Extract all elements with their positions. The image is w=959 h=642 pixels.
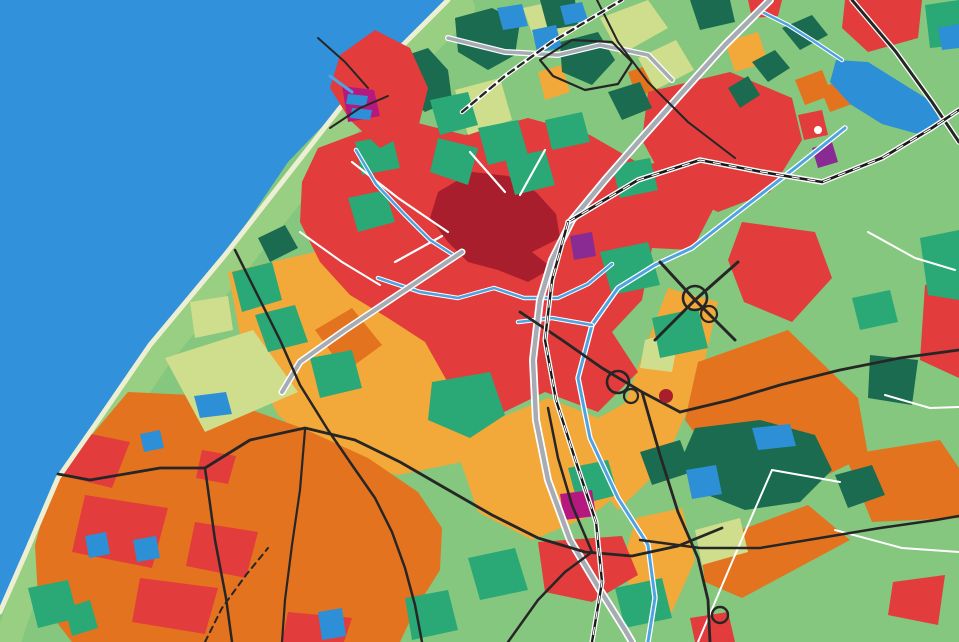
park-20 bbox=[852, 290, 898, 330]
canal-northwest bbox=[354, 148, 457, 258]
zone-greenhouses-westland bbox=[35, 392, 442, 642]
interchange-east-loop-1 bbox=[681, 284, 709, 312]
park-15 bbox=[615, 578, 672, 628]
harbor-basin-1 bbox=[346, 94, 368, 106]
canal-branch bbox=[516, 316, 594, 327]
park-6 bbox=[232, 262, 282, 312]
field-boundary-3 bbox=[834, 529, 959, 553]
forest-north-3 bbox=[608, 82, 652, 120]
pale-fields-north-4 bbox=[638, 40, 694, 90]
park-14 bbox=[468, 548, 528, 600]
harbor-basin-2 bbox=[350, 108, 372, 120]
pond-westland-2 bbox=[133, 536, 160, 562]
boundary-dashed-south bbox=[204, 547, 269, 642]
zone-amber-top bbox=[538, 65, 570, 100]
pond-westland-3 bbox=[140, 430, 164, 452]
interchange-loop-1 bbox=[605, 369, 631, 395]
zone-orange-far-east bbox=[845, 440, 959, 522]
lake bbox=[830, 60, 942, 134]
street-1 bbox=[350, 160, 450, 234]
road-westland-south bbox=[203, 466, 234, 642]
park-scheveningse-bosjes bbox=[430, 138, 478, 185]
railway-leiden-ties bbox=[567, 109, 959, 223]
urban-voorburg bbox=[642, 72, 802, 212]
road-scheveningen-2 bbox=[329, 95, 389, 129]
north-sea bbox=[0, 0, 448, 612]
park-11 bbox=[652, 308, 708, 358]
forest-east bbox=[868, 355, 918, 405]
railway-south-ties bbox=[544, 221, 603, 642]
park-zuiderpark bbox=[428, 372, 505, 438]
beach bbox=[0, 0, 451, 615]
road-east bbox=[678, 348, 959, 414]
road-south bbox=[640, 390, 712, 642]
urban-east bbox=[728, 222, 832, 322]
road-westland-vertical bbox=[280, 428, 307, 642]
zone-orange-strip-west bbox=[315, 308, 382, 372]
highway-utrechtsebaan bbox=[530, 0, 773, 642]
forest-northeast-2 bbox=[752, 50, 790, 82]
forest-dunes-3 bbox=[258, 225, 298, 262]
park-4 bbox=[505, 150, 555, 195]
pond-topright bbox=[938, 24, 959, 50]
road-dunes bbox=[446, 36, 674, 82]
park-2 bbox=[478, 120, 528, 165]
zone-orange-lakeside-1 bbox=[795, 70, 832, 105]
urban-westland-3 bbox=[132, 578, 218, 634]
road-scheveningen-1 bbox=[317, 37, 369, 89]
field-boundary-4 bbox=[867, 231, 956, 271]
roundabout bbox=[710, 605, 730, 625]
interchange-cross-2 bbox=[658, 260, 737, 342]
park-8 bbox=[310, 350, 362, 398]
park-22 bbox=[545, 112, 590, 150]
canal-lake-north bbox=[760, 10, 844, 62]
district-purple-center bbox=[570, 232, 596, 260]
road-north-diagonal bbox=[596, 0, 736, 159]
landmark-dot bbox=[659, 389, 673, 403]
interchange-east-loop-2 bbox=[699, 304, 719, 324]
street-4 bbox=[518, 148, 547, 197]
pond-forest-2 bbox=[686, 465, 722, 499]
canal-harbor-mouth bbox=[328, 74, 354, 94]
street-3 bbox=[468, 150, 507, 194]
forest-southeast-3 bbox=[835, 465, 885, 508]
forest-northeast-1 bbox=[728, 76, 760, 108]
pond-forest-1 bbox=[752, 424, 796, 450]
park-10 bbox=[600, 242, 660, 295]
urban-bottom-right bbox=[888, 575, 945, 625]
junction-dot bbox=[814, 126, 822, 134]
forest-top bbox=[690, 0, 735, 30]
road-delft-2 bbox=[546, 406, 594, 554]
park-17 bbox=[28, 580, 78, 628]
field-boundary-2 bbox=[771, 469, 841, 483]
zone-orange-southeast bbox=[700, 505, 850, 598]
park-westbroek bbox=[430, 92, 478, 135]
road-southeast bbox=[638, 514, 959, 550]
urban-westland-4 bbox=[186, 522, 258, 578]
pond-west bbox=[194, 392, 232, 418]
road-westland-main bbox=[56, 426, 724, 558]
road-delft-1 bbox=[506, 550, 594, 642]
pond-westland-1 bbox=[85, 532, 110, 558]
pond-south bbox=[318, 608, 346, 640]
pond-north-3 bbox=[560, 2, 588, 25]
forest-northeast-3 bbox=[782, 15, 828, 50]
forest-southeast-2 bbox=[640, 440, 692, 485]
park-21 bbox=[65, 600, 98, 636]
pond-north-1 bbox=[497, 4, 528, 30]
canal-city-ring bbox=[376, 262, 614, 300]
field-boundary-6 bbox=[884, 394, 959, 409]
park-23 bbox=[348, 190, 395, 232]
railway-dunes-dashed bbox=[460, 0, 624, 114]
field-boundary-1 bbox=[697, 469, 773, 642]
road-coast-inland bbox=[233, 248, 424, 642]
road-north-loop bbox=[538, 38, 634, 92]
pond-north-2 bbox=[532, 25, 562, 52]
pale-fields-dunes-2 bbox=[190, 296, 233, 338]
field-boundary-5 bbox=[299, 231, 381, 286]
interchange-loop-2 bbox=[622, 387, 640, 405]
